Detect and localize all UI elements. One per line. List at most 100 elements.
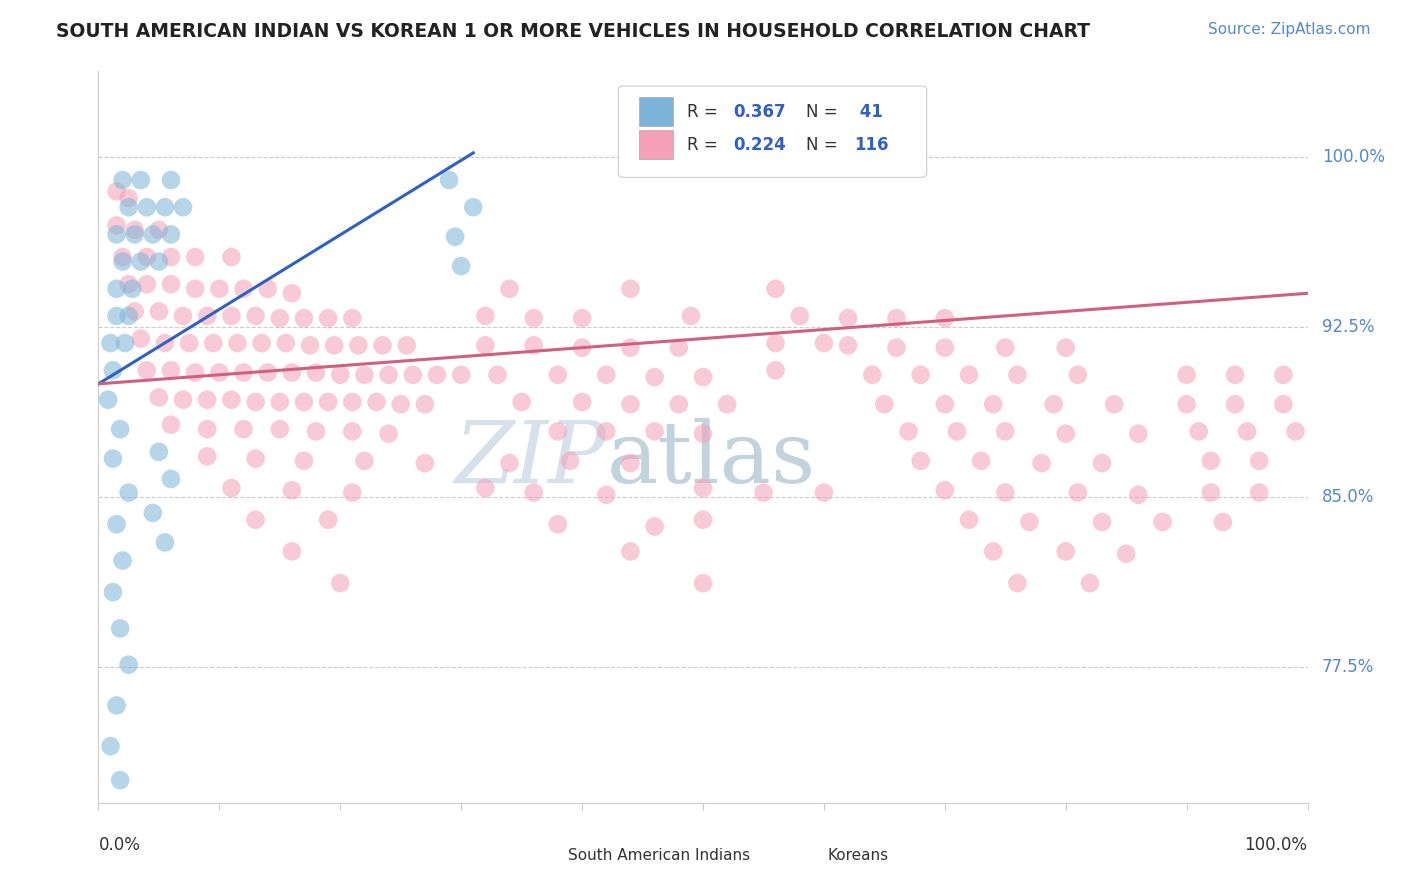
Text: ZIP: ZIP bbox=[454, 417, 606, 500]
Point bbox=[692, 513, 714, 527]
Point bbox=[1249, 454, 1271, 468]
Point bbox=[342, 395, 364, 409]
Point bbox=[752, 485, 775, 500]
Point bbox=[1018, 515, 1040, 529]
Text: 85.0%: 85.0% bbox=[1322, 488, 1375, 506]
Point bbox=[1188, 425, 1211, 439]
Text: N =: N = bbox=[806, 103, 842, 120]
Point bbox=[619, 456, 641, 470]
Point bbox=[1031, 456, 1053, 470]
Point bbox=[269, 422, 291, 436]
Point bbox=[195, 392, 218, 407]
Point bbox=[644, 370, 666, 384]
Point bbox=[1223, 368, 1246, 382]
Point bbox=[281, 286, 304, 301]
Point bbox=[1152, 515, 1174, 529]
Point bbox=[329, 576, 352, 591]
Point bbox=[474, 309, 496, 323]
Point bbox=[595, 488, 617, 502]
Point bbox=[498, 456, 520, 470]
Point bbox=[160, 227, 183, 242]
Point bbox=[108, 422, 131, 436]
Point bbox=[250, 336, 273, 351]
Point bbox=[523, 311, 546, 326]
Point bbox=[172, 200, 194, 214]
Point bbox=[1284, 425, 1306, 439]
Point bbox=[1054, 426, 1077, 441]
Text: 41: 41 bbox=[855, 103, 883, 120]
Point bbox=[1272, 368, 1295, 382]
Point bbox=[129, 254, 152, 268]
Point bbox=[1199, 485, 1222, 500]
Point bbox=[498, 282, 520, 296]
Point bbox=[108, 622, 131, 636]
Point bbox=[994, 341, 1017, 355]
Point bbox=[353, 454, 375, 468]
Point bbox=[571, 341, 593, 355]
Point bbox=[221, 309, 243, 323]
Point bbox=[547, 425, 569, 439]
Point bbox=[245, 309, 267, 323]
Point bbox=[184, 282, 207, 296]
Point bbox=[195, 450, 218, 464]
Point bbox=[172, 309, 194, 323]
Point bbox=[1128, 488, 1150, 502]
Point bbox=[1091, 456, 1114, 470]
Text: 100.0%: 100.0% bbox=[1322, 148, 1385, 167]
Point bbox=[692, 481, 714, 495]
Point bbox=[105, 227, 128, 242]
Point bbox=[413, 456, 436, 470]
Point bbox=[105, 282, 128, 296]
Point bbox=[135, 363, 157, 377]
FancyBboxPatch shape bbox=[638, 130, 673, 159]
Point bbox=[118, 191, 141, 205]
Point bbox=[837, 338, 859, 352]
Point bbox=[946, 425, 969, 439]
Point bbox=[172, 392, 194, 407]
Point bbox=[547, 517, 569, 532]
Point bbox=[679, 309, 702, 323]
Point bbox=[450, 368, 472, 382]
Point bbox=[1175, 397, 1198, 411]
Point bbox=[111, 250, 134, 264]
Point bbox=[111, 173, 134, 187]
Point bbox=[873, 397, 896, 411]
Point bbox=[1054, 544, 1077, 558]
Point bbox=[148, 391, 170, 405]
Point bbox=[299, 338, 322, 352]
Point bbox=[111, 553, 134, 567]
Point bbox=[571, 311, 593, 326]
Point bbox=[179, 336, 201, 351]
Text: atlas: atlas bbox=[606, 417, 815, 500]
Point bbox=[124, 227, 146, 242]
Point bbox=[377, 426, 399, 441]
Text: Koreans: Koreans bbox=[828, 848, 889, 863]
Text: 0.0%: 0.0% bbox=[98, 836, 141, 854]
Point bbox=[413, 397, 436, 411]
Point bbox=[142, 227, 165, 242]
Point bbox=[426, 368, 449, 382]
Point bbox=[153, 336, 176, 351]
Point bbox=[148, 223, 170, 237]
Point bbox=[323, 338, 346, 352]
Point bbox=[101, 585, 124, 599]
Point bbox=[160, 250, 183, 264]
Point bbox=[595, 425, 617, 439]
Point bbox=[100, 739, 122, 754]
Point bbox=[292, 395, 315, 409]
Point bbox=[347, 338, 370, 352]
Point bbox=[981, 397, 1004, 411]
FancyBboxPatch shape bbox=[534, 842, 561, 869]
Point bbox=[121, 282, 143, 296]
Point bbox=[221, 481, 243, 495]
Point bbox=[1236, 425, 1258, 439]
Point bbox=[208, 366, 231, 380]
Point bbox=[619, 341, 641, 355]
FancyBboxPatch shape bbox=[638, 97, 673, 127]
Point bbox=[292, 311, 315, 326]
Point bbox=[114, 336, 136, 351]
Point bbox=[316, 311, 339, 326]
Point bbox=[105, 517, 128, 532]
Point bbox=[118, 277, 141, 292]
Point bbox=[813, 485, 835, 500]
